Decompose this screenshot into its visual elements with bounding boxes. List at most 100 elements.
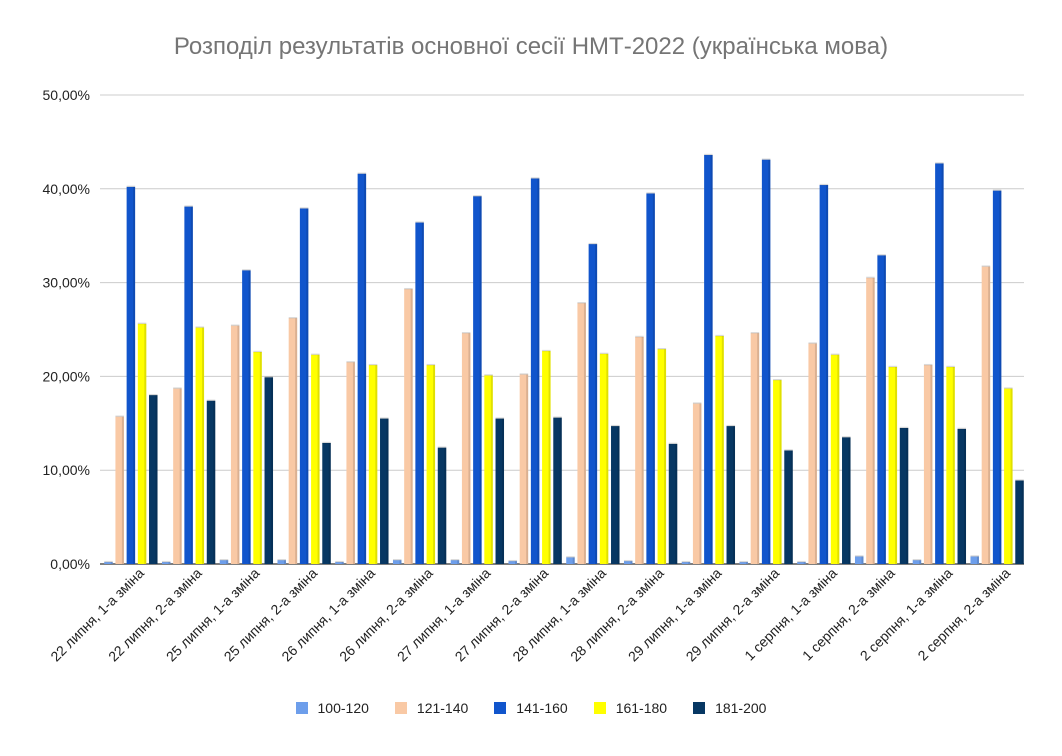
bar-cap <box>797 560 806 563</box>
bar-181-200-13 <box>899 427 909 564</box>
bar-shade <box>595 244 598 564</box>
legend-label: 121-140 <box>416 700 469 716</box>
bar-shade <box>468 333 471 564</box>
bar-cap <box>149 393 158 396</box>
bar-cap <box>946 365 955 368</box>
bar-121-140-5 <box>404 289 413 564</box>
bar-shade <box>457 560 460 564</box>
bar-100-120-5 <box>392 560 402 564</box>
bar-shade <box>826 185 829 564</box>
bar-cap <box>542 349 551 352</box>
chart-title: Розподіл результатів основної сесії НМТ-… <box>173 33 889 60</box>
bar-shade <box>848 437 851 564</box>
bar-shade <box>213 400 216 564</box>
bar-161-180-8 <box>599 353 609 564</box>
bar-141-160-8 <box>588 244 598 564</box>
bar-shade <box>479 196 482 564</box>
bar-181-200-12 <box>842 437 851 564</box>
bar-cap <box>1015 479 1024 481</box>
bar-100-120-13 <box>854 556 864 564</box>
bar-cap <box>681 560 691 563</box>
bar-shade <box>976 556 979 564</box>
bar-cap <box>264 376 274 378</box>
bar-181-200-0 <box>149 395 158 564</box>
bar-181-200-11 <box>784 450 793 564</box>
bar-161-180-5 <box>426 365 436 564</box>
bar-cap <box>161 560 171 563</box>
bar-cap <box>726 424 736 427</box>
bar-141-160-13 <box>877 255 886 564</box>
bar-121-140-13 <box>866 277 875 564</box>
bar-161-180-15 <box>1004 388 1013 564</box>
bar-100-120-6 <box>450 560 460 564</box>
bar-100-120-4 <box>335 562 344 564</box>
bar-shade <box>306 208 309 565</box>
bar-shade <box>110 562 113 564</box>
bar-161-180-6 <box>484 375 493 564</box>
legend-swatch <box>693 702 706 714</box>
bar-shade <box>617 426 620 564</box>
bar-121-140-9 <box>635 337 644 564</box>
bar-141-160-1 <box>184 206 193 564</box>
bar-100-120-15 <box>970 556 979 564</box>
bar-cap <box>450 559 460 561</box>
bar-cap <box>195 326 205 328</box>
bar-cap <box>773 378 782 381</box>
legend-item: 121-140 <box>394 700 469 716</box>
bar-141-160-12 <box>819 185 829 564</box>
y-tick-label: 20,00% <box>43 368 90 384</box>
bar-shade <box>421 222 424 564</box>
bar-cap <box>899 426 909 429</box>
bar-shade <box>502 418 505 564</box>
bar-shade <box>964 428 967 564</box>
bar-141-160-11 <box>761 159 771 565</box>
bar-cap <box>404 287 413 290</box>
bar-shade <box>583 303 586 564</box>
bar-161-180-3 <box>311 354 320 564</box>
bar-100-120-2 <box>219 560 229 564</box>
y-tick-label: 10,00% <box>43 462 90 478</box>
bar-141-160-5 <box>415 222 424 564</box>
bar-cap <box>957 427 967 430</box>
bar-shade <box>317 354 320 564</box>
bar-shade <box>168 562 171 564</box>
legend-item: 181-200 <box>693 700 766 716</box>
y-tick-label: 40,00% <box>43 181 90 197</box>
bar-cap <box>311 353 320 356</box>
bar-cap <box>923 363 933 366</box>
bar-shade <box>652 193 655 565</box>
bar-cap <box>646 192 655 194</box>
bar-181-200-9 <box>668 443 678 564</box>
bar-shade <box>952 367 955 564</box>
bar-cap <box>970 555 979 557</box>
bar-shade <box>490 375 493 564</box>
legend-swatch <box>394 702 407 714</box>
bar-shade <box>237 325 240 564</box>
bar-cap <box>784 449 793 451</box>
bar-161-180-0 <box>137 323 147 564</box>
bar-shade <box>803 562 806 564</box>
bar-cap <box>415 221 424 223</box>
bar-cap <box>461 332 471 334</box>
y-tick-label: 0,00% <box>50 556 90 572</box>
bar-181-200-6 <box>495 418 505 564</box>
bar-shade <box>988 266 991 564</box>
bar-100-120-0 <box>104 562 113 564</box>
bar-181-200-4 <box>380 418 389 564</box>
bar-141-160-10 <box>704 155 713 565</box>
bar-181-200-5 <box>437 447 447 564</box>
bar-cap <box>854 555 864 557</box>
bar-shade <box>386 418 389 564</box>
bar-121-140-0 <box>115 416 124 564</box>
bar-121-140-3 <box>288 318 298 564</box>
bar-cap <box>635 335 644 338</box>
bar-shade <box>259 352 262 564</box>
bar-cap <box>115 415 124 418</box>
bar-100-120-7 <box>508 561 517 564</box>
bar-shade <box>906 427 909 564</box>
bar-181-200-2 <box>264 377 274 564</box>
bar-cap <box>992 189 1002 191</box>
bar-shade <box>837 354 840 564</box>
